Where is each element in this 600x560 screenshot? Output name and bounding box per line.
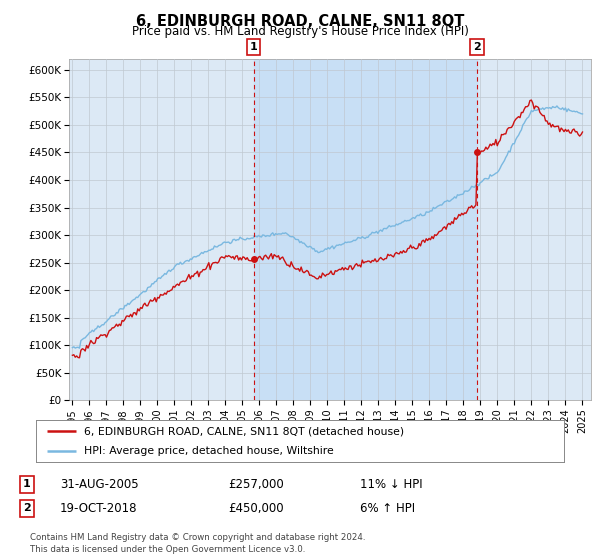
- Bar: [254, 59, 477, 400]
- Text: 11% ↓ HPI: 11% ↓ HPI: [360, 478, 422, 491]
- Text: 6, EDINBURGH ROAD, CALNE, SN11 8QT (detached house): 6, EDINBURGH ROAD, CALNE, SN11 8QT (deta…: [83, 426, 404, 436]
- Text: 2: 2: [473, 42, 481, 52]
- Text: 6, EDINBURGH ROAD, CALNE, SN11 8QT: 6, EDINBURGH ROAD, CALNE, SN11 8QT: [136, 14, 464, 29]
- Text: £257,000: £257,000: [228, 478, 284, 491]
- Text: Contains HM Land Registry data © Crown copyright and database right 2024.
This d: Contains HM Land Registry data © Crown c…: [30, 533, 365, 554]
- Text: £450,000: £450,000: [228, 502, 284, 515]
- Text: HPI: Average price, detached house, Wiltshire: HPI: Average price, detached house, Wilt…: [83, 446, 333, 456]
- Text: 6% ↑ HPI: 6% ↑ HPI: [360, 502, 415, 515]
- Text: 19-OCT-2018: 19-OCT-2018: [60, 502, 137, 515]
- Text: 1: 1: [23, 479, 31, 489]
- Text: Price paid vs. HM Land Registry's House Price Index (HPI): Price paid vs. HM Land Registry's House …: [131, 25, 469, 38]
- Text: 31-AUG-2005: 31-AUG-2005: [60, 478, 139, 491]
- Text: 2: 2: [23, 503, 31, 514]
- Text: 1: 1: [250, 42, 257, 52]
